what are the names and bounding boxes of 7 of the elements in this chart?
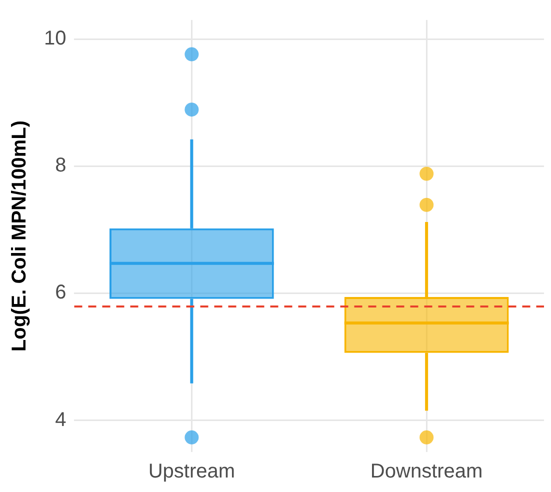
- x-tick-label: Upstream: [148, 460, 236, 483]
- y-axis-title: Log(E. Coli MPN/100mL): [8, 120, 31, 352]
- y-tick-label: 8: [55, 154, 66, 177]
- x-tick-label: Downstream: [370, 460, 483, 483]
- y-tick-label: 4: [55, 408, 66, 431]
- y-tick-label: 10: [44, 28, 66, 50]
- y-tick-label: 6: [55, 282, 66, 304]
